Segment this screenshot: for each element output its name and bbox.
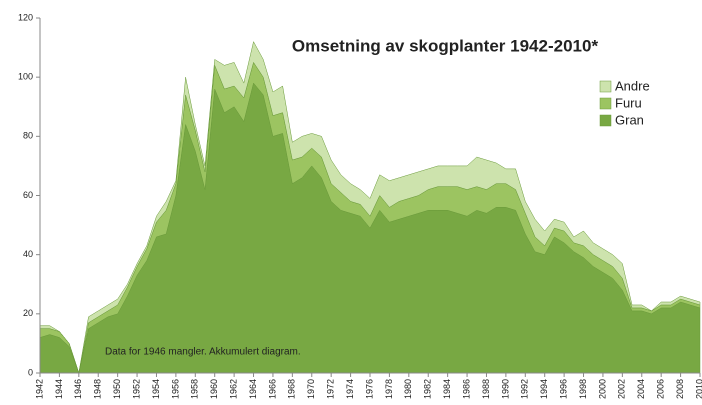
- x-tick-label: 2000: [597, 379, 607, 399]
- x-tick-label: 2006: [656, 379, 666, 399]
- x-tick-label: 1948: [93, 379, 103, 399]
- area: [39, 40, 701, 374]
- x-tick-label: 1966: [267, 379, 277, 399]
- x-tick-label: 1964: [248, 379, 258, 399]
- y-tick-label: 0: [28, 367, 33, 377]
- x-tick-label: 1990: [500, 379, 510, 399]
- x-tick-label: 1982: [423, 379, 433, 399]
- legend-label: Andre: [615, 78, 650, 93]
- legend-label: Gran: [615, 112, 644, 127]
- legend-label: Furu: [615, 95, 642, 110]
- x-tick-label: 1984: [442, 379, 452, 399]
- x-tick-label: 1954: [151, 379, 161, 399]
- x-tick-label: 1942: [34, 379, 44, 399]
- x-tick-label: 1960: [209, 379, 219, 399]
- x-tick-label: 1972: [326, 379, 336, 399]
- x-tick-label: 1996: [558, 379, 568, 399]
- y-tick-label: 20: [23, 308, 33, 318]
- x-tick-label: 1992: [520, 379, 530, 399]
- x-tick-label: 1958: [190, 379, 200, 399]
- x-tick-label: 1970: [306, 379, 316, 399]
- x-tick-label: 1952: [131, 379, 141, 399]
- x-tick-label: 1986: [461, 379, 471, 399]
- chart-title: Omsetning av skogplanter 1942-2010*: [292, 36, 599, 55]
- legend-swatch: [599, 80, 612, 93]
- x-tick-label: 2008: [675, 379, 685, 399]
- x-tick-label: 1946: [73, 379, 83, 399]
- x-tick-label: 1968: [287, 379, 297, 399]
- y-tick-label: 40: [23, 249, 33, 259]
- x-tick-label: 2002: [617, 379, 627, 399]
- x-tick-label: 1980: [403, 379, 413, 399]
- x-tick-label: 1944: [54, 379, 64, 399]
- legend-swatch: [599, 97, 612, 110]
- y-tick-label: 100: [18, 72, 33, 82]
- y-tick-label: 120: [18, 12, 33, 22]
- x-tick-label: 1974: [345, 379, 355, 399]
- annotation: Data for 1946 mangler. Akkumulert diagra…: [105, 347, 301, 358]
- y-tick-label: 80: [23, 131, 33, 141]
- x-tick-label: 2004: [636, 379, 646, 399]
- legend-swatch: [599, 114, 612, 127]
- x-tick-label: 1962: [228, 379, 238, 399]
- x-tick-label: 1998: [578, 379, 588, 399]
- x-tick-label: 1976: [364, 379, 374, 399]
- x-tick-label: 2010: [694, 379, 702, 399]
- x-tick-label: 1978: [384, 379, 394, 399]
- x-tick-label: 1956: [170, 379, 180, 399]
- x-tick-label: 1950: [112, 379, 122, 399]
- y-tick-label: 60: [23, 190, 33, 200]
- x-tick-label: 1994: [539, 379, 549, 399]
- x-tick-label: 1988: [481, 379, 491, 399]
